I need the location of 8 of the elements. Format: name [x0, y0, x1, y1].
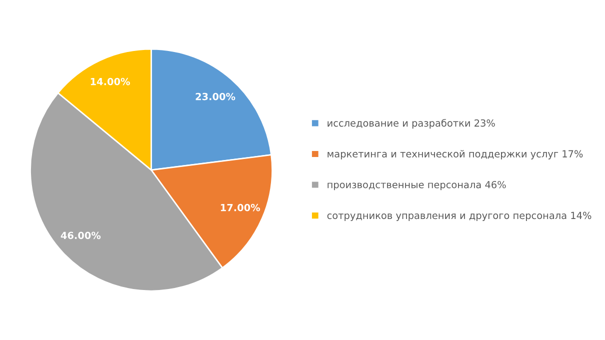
data-label: 14.00% — [90, 78, 130, 86]
legend-label: производственные персонала 46% — [328, 180, 506, 190]
data-label: 23.00% — [196, 92, 236, 100]
data-label: 46.00% — [60, 232, 101, 240]
data-label: 17.00% — [220, 204, 260, 212]
legend-label: сотрудников управления и другого персонала 14% — [327, 212, 592, 221]
legend-label: исследование и разработки 23% — [328, 119, 495, 129]
legend-label: маркетинга и технической поддержки услуг 17% — [328, 150, 583, 160]
